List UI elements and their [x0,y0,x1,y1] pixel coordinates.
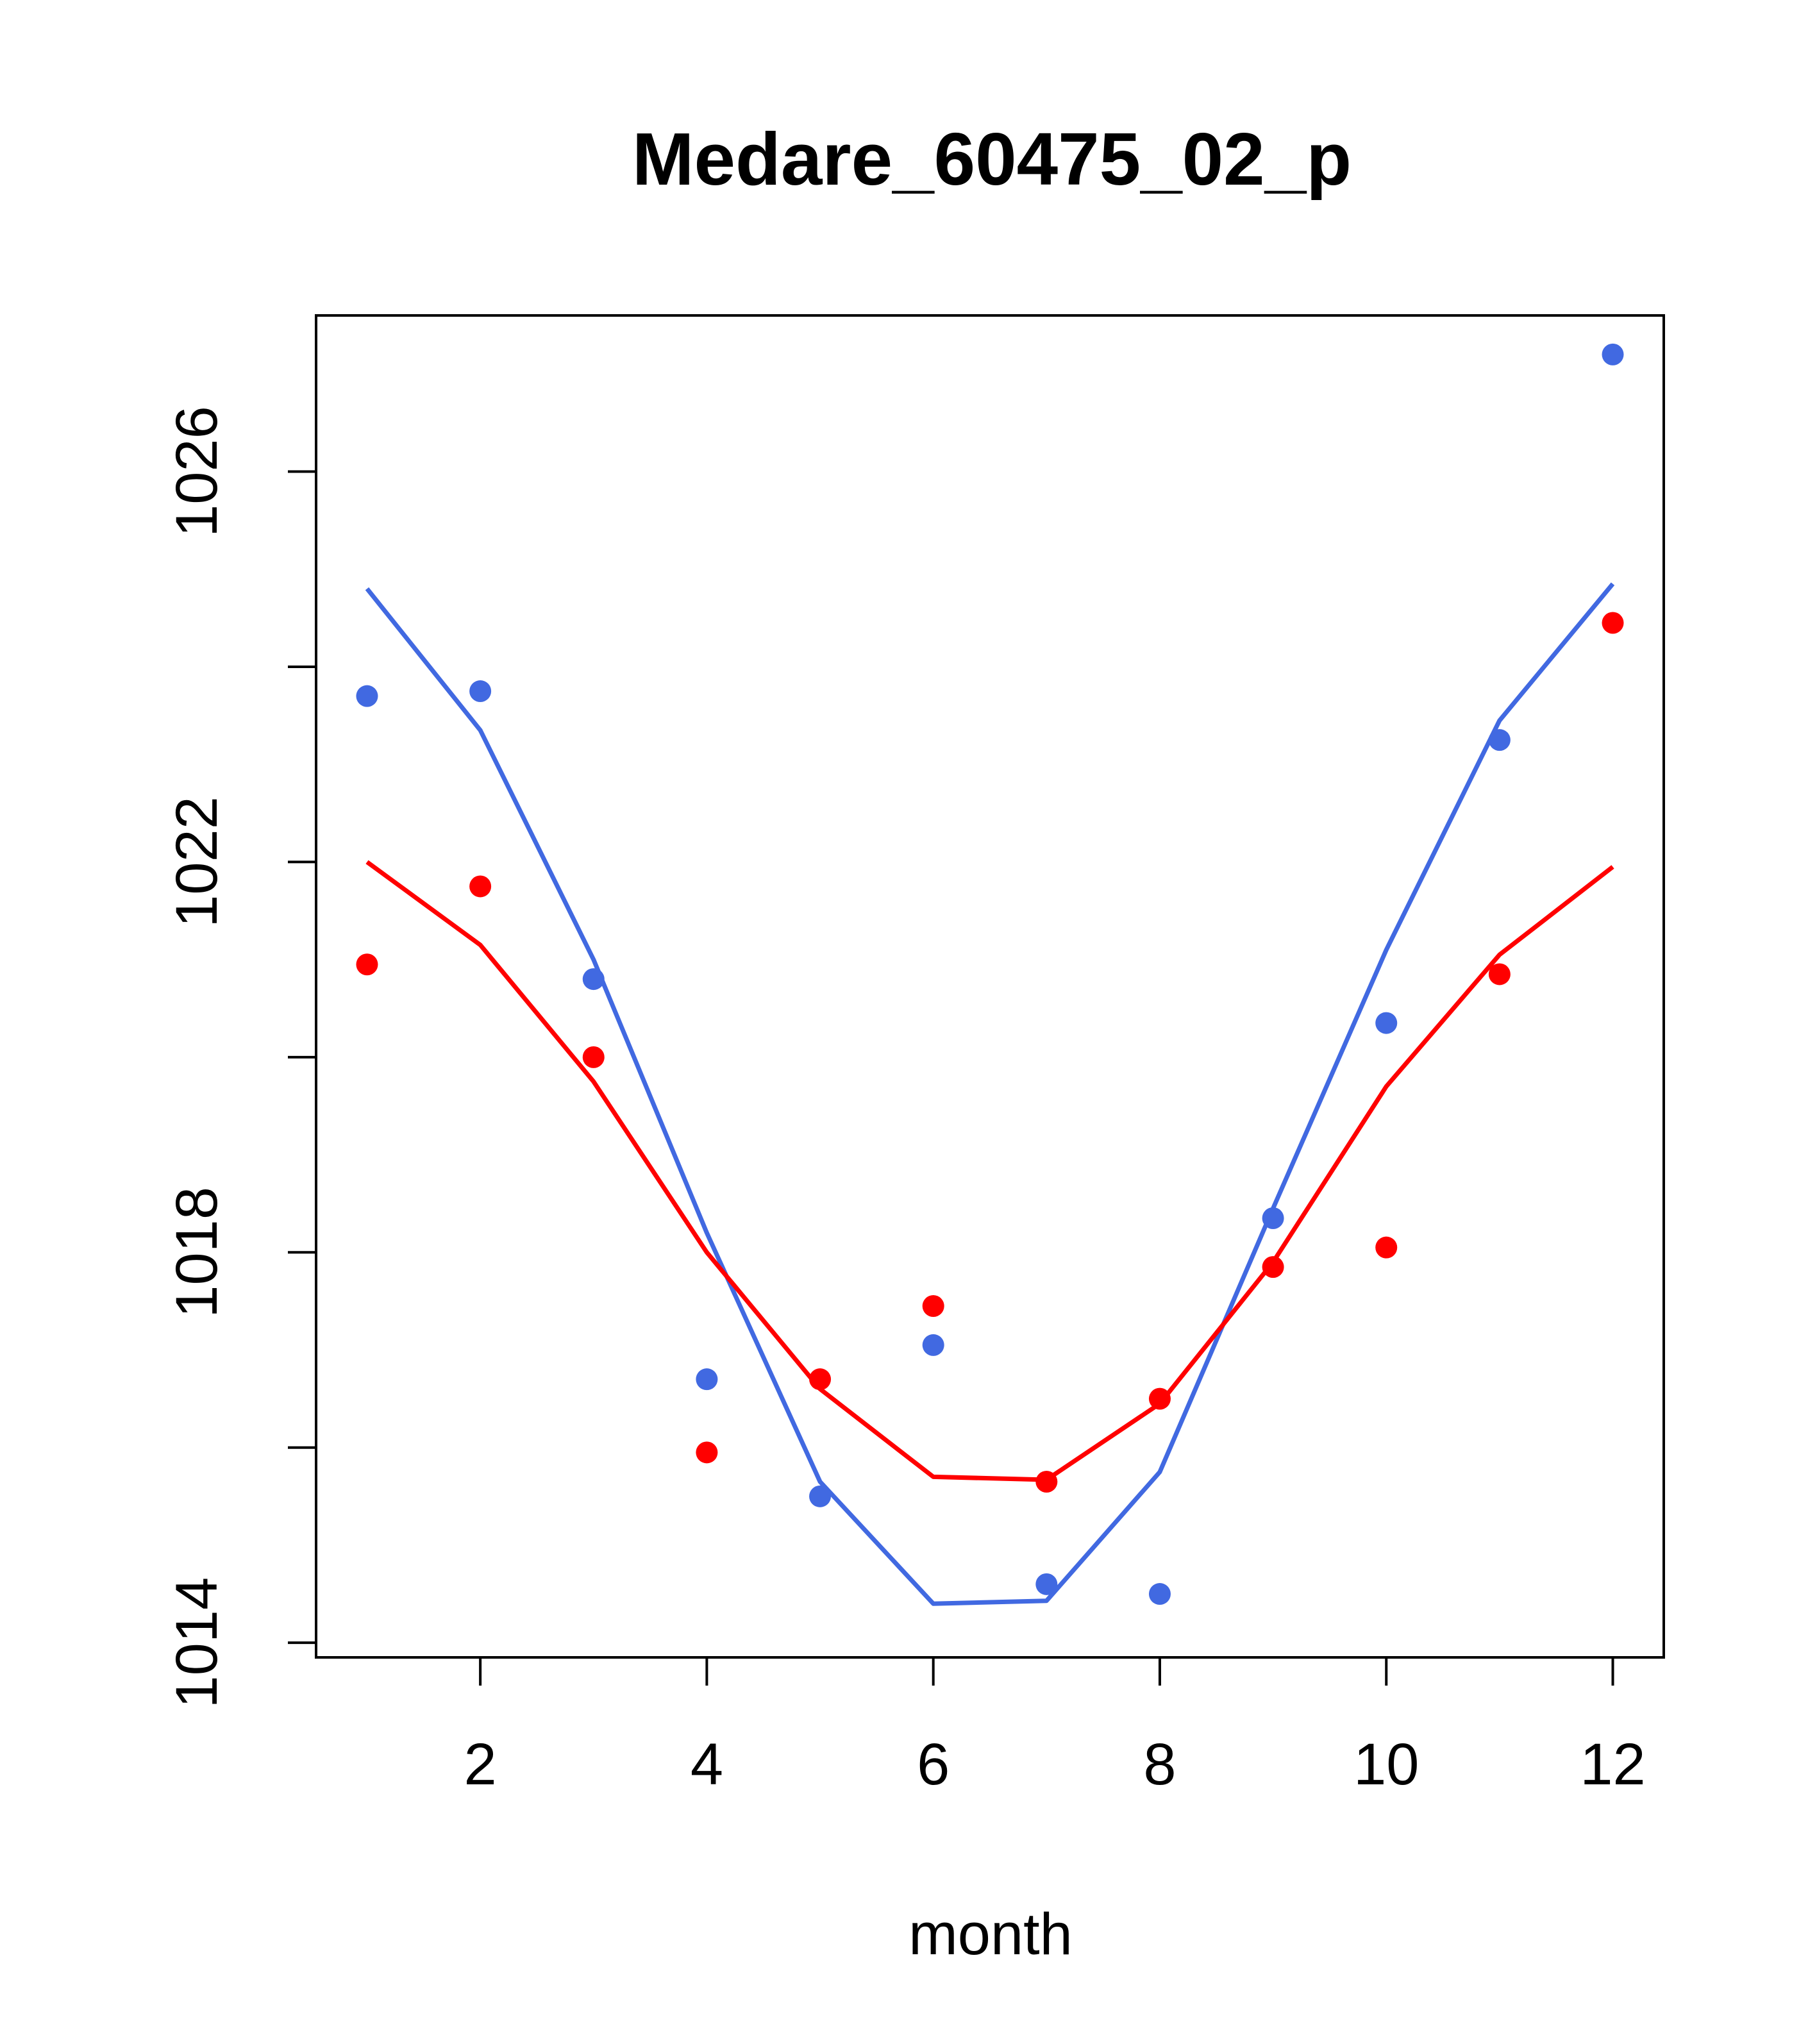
series-lines [365,582,1615,1606]
red-point-month-11 [1488,963,1511,985]
red-point-month-10 [1375,1236,1398,1259]
blue-point-month-4 [696,1368,718,1391]
y-tick-label-1022: 1022 [164,796,230,928]
red-point-month-9 [1262,1256,1284,1278]
x-axis: 2 4 6 8 10 12 [464,1656,1646,1797]
red-point-month-2 [469,875,492,898]
blue-point-month-1 [356,685,378,707]
blue-point-month-8 [1148,1583,1171,1605]
x-tick-label-10: 10 [1353,1732,1419,1797]
red-point-month-7 [1035,1471,1058,1493]
red-point-month-5 [809,1368,832,1391]
blue-point-month-9 [1262,1207,1284,1230]
blue-point-month-5 [809,1485,832,1507]
blue-point-month-12 [1602,343,1624,365]
x-tick-label-12: 12 [1580,1732,1645,1797]
x-axis-label: month [908,1902,1073,1967]
red-point-month-3 [582,1046,605,1068]
x-tick-label-4: 4 [691,1732,723,1797]
red-point-month-1 [356,953,378,976]
blue-point-month-2 [469,680,492,703]
blue-point-month-11 [1488,729,1511,751]
chart-title: Medare_60475_02_p [632,117,1352,201]
series-points [356,343,1624,1605]
blue-point-month-10 [1375,1012,1398,1034]
x-tick-label-2: 2 [464,1732,497,1797]
y-tick-label-1014: 1014 [164,1577,230,1709]
red-series-line [365,860,1614,1482]
red-point-month-6 [922,1295,944,1318]
blue-point-month-6 [922,1334,944,1356]
red-point-month-4 [696,1441,718,1464]
y-tick-label-1026: 1026 [164,406,230,537]
red-point-month-8 [1148,1387,1171,1410]
blue-point-month-7 [1035,1573,1058,1595]
blue-point-month-3 [582,968,605,991]
plot-area-frame [315,314,1665,1659]
blue-series-line [365,582,1615,1606]
x-tick-label-8: 8 [1143,1732,1176,1797]
y-axis: 1014 1018 1022 1026 [164,406,317,1709]
y-tick-label-1018: 1018 [164,1187,230,1318]
x-tick-label-6: 6 [917,1732,950,1797]
red-point-month-12 [1602,612,1624,634]
